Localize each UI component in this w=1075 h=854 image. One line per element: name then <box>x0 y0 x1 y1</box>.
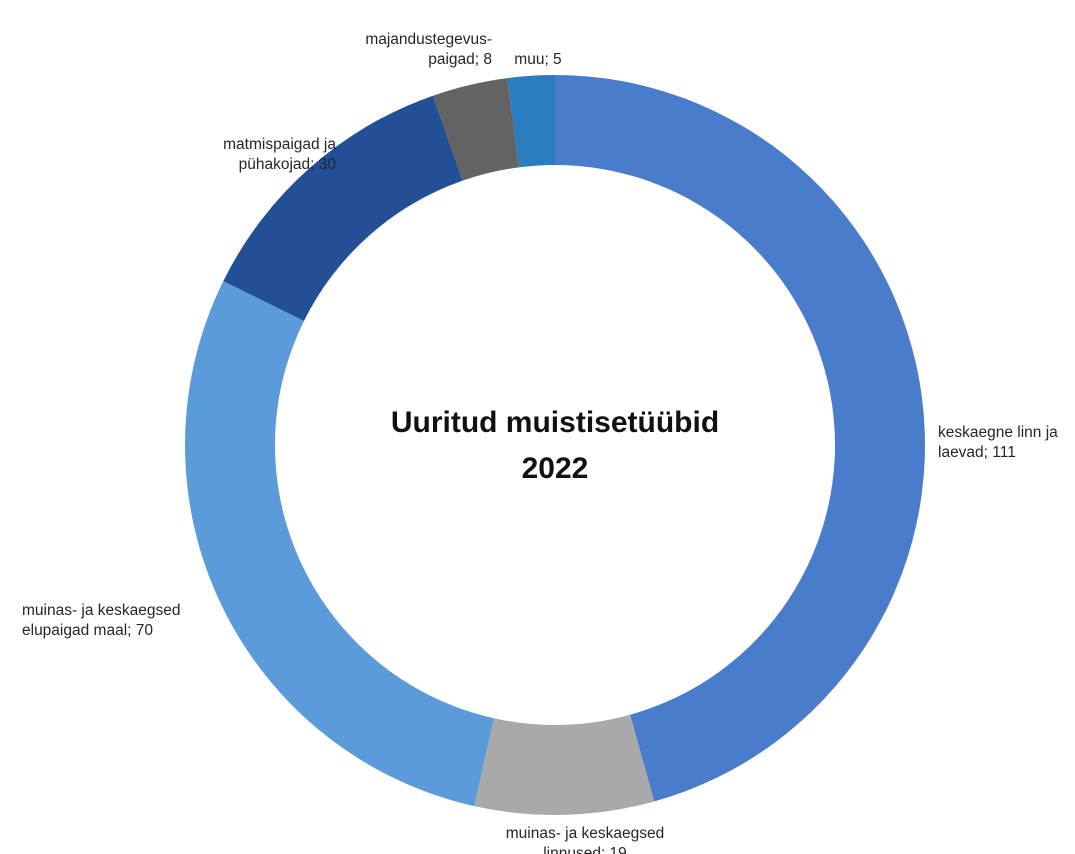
slice-label-line: linnused; 19 <box>543 845 627 854</box>
donut-slice <box>432 78 519 181</box>
slice-label-line: muinas- ja keskaegsed <box>506 825 665 842</box>
donut-slices <box>184 75 925 815</box>
slice-label-line: elupaigad maal; 70 <box>22 622 153 639</box>
chart-title-line-1: Uuritud muistisetüübid <box>391 406 719 439</box>
slice-label: muu; 5 <box>514 51 561 68</box>
slice-label: keskaegne linn ja laevad; 111 <box>938 424 1058 461</box>
slice-label-line: pühakojad; 30 <box>239 156 337 173</box>
slice-label: majandustegevus-paigad; 8 <box>365 31 492 68</box>
slice-label: muinas- ja keskaegsed elupaigad maal; 70 <box>22 602 181 639</box>
slice-label-line: matmispaigad ja <box>223 136 336 153</box>
donut-slice <box>555 75 925 802</box>
donut-slice <box>507 75 555 168</box>
slice-label-line: muinas- ja keskaegsed <box>22 602 181 619</box>
slice-label: matmispaigad ja pühakojad; 30 <box>223 136 336 173</box>
slice-label-line: keskaegne linn ja <box>938 424 1058 441</box>
slice-label-line: laevad; 111 <box>938 444 1016 461</box>
donut-slice <box>223 95 463 321</box>
slice-labels: keskaegne linn ja laevad; 111 muinas- ja k… <box>22 31 1058 854</box>
slice-label-line: majandustegevus- <box>365 31 492 48</box>
chart-title: Uuritud muistisetüübid 2022 <box>391 406 719 485</box>
slice-label-line: muu; 5 <box>514 51 561 68</box>
donut-slice <box>184 281 494 807</box>
slice-label: muinas- ja keskaegsed linnused; 19 <box>506 825 665 854</box>
chart-title-line-2: 2022 <box>522 452 589 485</box>
donut-slice <box>474 714 655 815</box>
slice-label-line: paigad; 8 <box>428 51 492 68</box>
